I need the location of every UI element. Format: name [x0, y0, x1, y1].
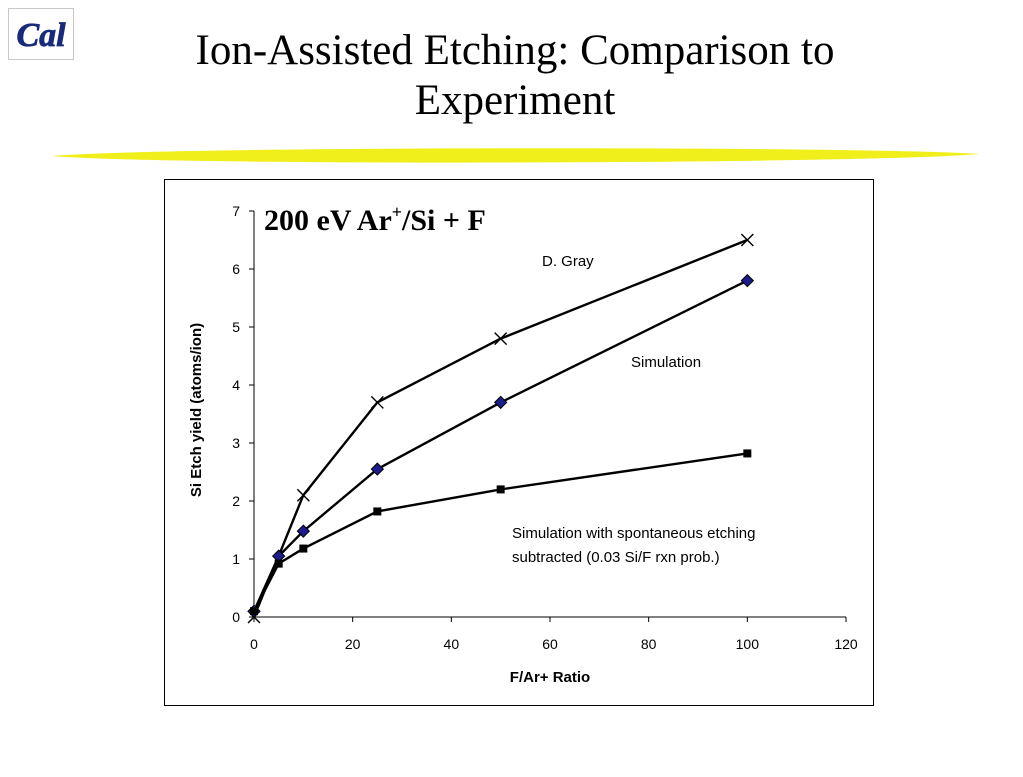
y-tick-label: 4: [232, 377, 240, 393]
data-point-diamond-marker: [740, 273, 755, 288]
chart-title-rest: /Si + F: [401, 204, 486, 237]
annotation-spontaneous-line1: Simulation with spontaneous etching: [512, 525, 756, 542]
x-tick-label: 100: [736, 636, 760, 652]
data-point-x-marker: [740, 233, 754, 247]
chart-frame: 0 1 2 3 4 5 6 7 0 20 40 60 80 100 120 200 eV Ar+/Si + …: [164, 179, 874, 706]
slide-title: Ion-Assisted Etching: Comparison to Expe…: [195, 27, 835, 124]
y-tick-label: 0: [232, 609, 240, 625]
cal-logo-mark: Cal: [16, 17, 66, 55]
data-point-square-marker: [274, 559, 283, 568]
annotation-d-gray: D. Gray: [542, 253, 594, 270]
chart-title-sup: +: [392, 202, 402, 222]
y-tick-label: 6: [232, 261, 240, 277]
series-layer: [247, 233, 755, 624]
y-tick-label: 2: [232, 493, 240, 509]
data-point-square-marker: [250, 607, 258, 616]
series-line-1: [252, 279, 748, 612]
title-underline: [52, 148, 980, 163]
cal-logo-text: Cal: [16, 17, 66, 54]
y-tick-label: 3: [232, 435, 240, 451]
chart-plot: 0 1 2 3 4 5 6 7 0 20 40 60 80 100 120 200 eV Ar+/Si + …: [188, 202, 858, 686]
x-tick-label: 80: [641, 636, 657, 652]
x-tick-label: 120: [834, 636, 858, 652]
x-tick-label: 20: [345, 636, 361, 652]
y-axis-label: Si Etch yield (atoms/ion): [188, 323, 205, 497]
data-point-x-marker: [370, 395, 384, 409]
chart-title: 200 eV Ar+/Si + F: [264, 202, 486, 237]
data-point-diamond-marker: [296, 524, 311, 538]
y-tick-label: 7: [232, 203, 240, 219]
x-tick-label: 60: [542, 636, 558, 652]
data-point-x-marker: [494, 332, 508, 346]
annotation-simulation: Simulation: [631, 354, 701, 371]
chart-title-main: 200 eV Ar: [264, 204, 392, 237]
data-point-square-marker: [496, 485, 505, 494]
data-point-square-marker: [743, 449, 752, 458]
y-tick-label: 5: [232, 319, 240, 335]
annotation-spontaneous-line2: subtracted (0.03 Si/F rxn prob.): [512, 549, 720, 566]
data-point-diamond-marker: [370, 462, 385, 476]
data-point-x-marker: [296, 488, 310, 502]
x-tick-label: 40: [444, 636, 460, 652]
labels-layer: 200 eV Ar+/Si + F F/Ar+ Ratio Si Etch yi…: [188, 202, 756, 686]
data-point-diamond-marker: [493, 395, 508, 410]
data-point-square-marker: [299, 544, 308, 553]
series-line-2: [252, 452, 748, 612]
axes: 0 1 2 3 4 5 6 7 0 20 40 60 80 100 120: [232, 203, 858, 652]
data-point-square-marker: [373, 507, 382, 516]
y-tick-label: 1: [232, 551, 240, 567]
x-tick-label: 0: [250, 636, 258, 652]
cal-logo: Cal: [8, 8, 74, 60]
x-axis-label: F/Ar+ Ratio: [510, 669, 590, 686]
